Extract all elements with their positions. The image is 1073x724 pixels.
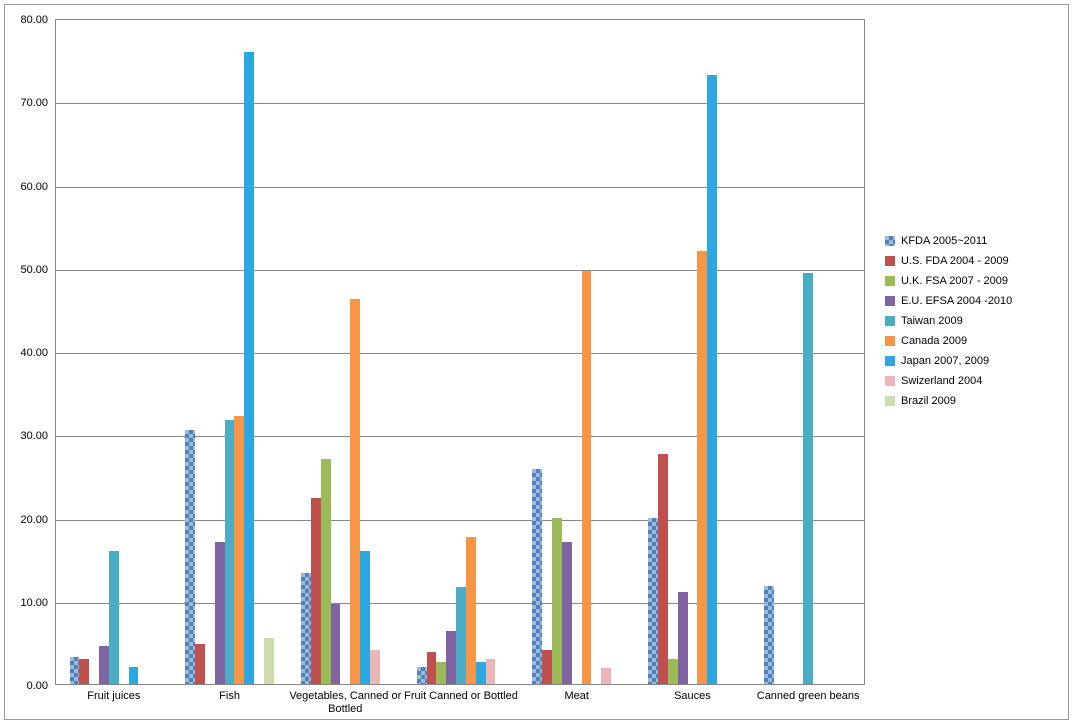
legend-label: Brazil 2009	[901, 395, 956, 407]
y-tick-label: 50.00	[20, 264, 48, 276]
bar	[697, 251, 707, 684]
legend-item: Japan 2007, 2009	[885, 355, 1060, 367]
bar	[185, 430, 195, 684]
legend-swatch	[885, 256, 895, 266]
legend-label: KFDA 2005~2011	[901, 235, 987, 247]
bar	[350, 299, 360, 684]
bar	[436, 662, 446, 684]
legend-swatch	[885, 276, 895, 286]
bar	[129, 667, 139, 684]
bar	[70, 657, 80, 684]
x-category-label: Meat	[519, 690, 635, 703]
legend-label: Taiwan 2009	[901, 315, 963, 327]
legend-item: Brazil 2009	[885, 395, 1060, 407]
legend-swatch	[885, 236, 895, 246]
bar	[234, 416, 244, 684]
x-category-label: Fruit juices	[56, 690, 172, 703]
bar	[803, 273, 813, 684]
bar	[417, 667, 427, 684]
gridline	[56, 270, 864, 271]
legend-swatch	[885, 336, 895, 346]
plot-area: 0.0010.0020.0030.0040.0050.0060.0070.008…	[55, 19, 865, 685]
legend-item: Taiwan 2009	[885, 315, 1060, 327]
bar	[658, 454, 668, 684]
x-category-label: Sauces	[635, 690, 751, 703]
bar	[542, 650, 552, 684]
legend-label: Swizerland 2004	[901, 375, 982, 387]
y-tick-label: 20.00	[20, 514, 48, 526]
bar	[109, 551, 119, 684]
gridline	[56, 353, 864, 354]
bar	[99, 646, 109, 684]
bar	[582, 271, 592, 684]
legend-item: E.U. EFSA 2004 -2010	[885, 295, 1060, 307]
y-tick-label: 60.00	[20, 181, 48, 193]
x-category-label: Fish	[172, 690, 288, 703]
legend-swatch	[885, 376, 895, 386]
legend-item: Swizerland 2004	[885, 375, 1060, 387]
x-category-label: Vegetables, Canned or Bottled	[287, 690, 403, 716]
bar	[370, 650, 380, 684]
chart-frame: 0.00 10.00 20.00 30.00 40.00 50.00 60.00 70.00 8…	[4, 4, 1069, 720]
legend-label: E.U. EFSA 2004 -2010	[901, 295, 1012, 307]
bar	[601, 668, 611, 684]
y-tick-label: 40.00	[20, 347, 48, 359]
y-tick-label: 0.00	[27, 680, 48, 692]
bar	[532, 469, 542, 684]
bar	[562, 542, 572, 684]
bar	[668, 659, 678, 684]
bar	[244, 52, 254, 684]
legend-label: Canada 2009	[901, 335, 967, 347]
x-category-label: Fruit Canned or Bottled	[403, 690, 519, 703]
bar	[321, 459, 331, 684]
gridline	[56, 103, 864, 104]
legend-label: U.S. FDA 2004 - 2009	[901, 255, 1009, 267]
legend-item: KFDA 2005~2011	[885, 235, 1060, 247]
bar	[764, 586, 774, 684]
y-tick-label: 10.00	[20, 597, 48, 609]
legend-item: U.S. FDA 2004 - 2009	[885, 255, 1060, 267]
y-tick-label: 80.00	[20, 14, 48, 26]
bar	[79, 659, 89, 684]
bar	[476, 662, 486, 684]
bar	[678, 592, 688, 684]
legend-swatch	[885, 396, 895, 406]
bar	[552, 518, 562, 685]
bar	[360, 551, 370, 684]
bar	[301, 573, 311, 684]
gridline	[56, 436, 864, 437]
gridline	[56, 520, 864, 521]
legend: KFDA 2005~2011 U.S. FDA 2004 - 2009 U.K. F…	[885, 235, 1060, 415]
bar	[215, 542, 225, 684]
bar	[311, 498, 321, 684]
bar	[331, 604, 341, 684]
legend-swatch	[885, 316, 895, 326]
bar	[648, 518, 658, 685]
legend-swatch	[885, 296, 895, 306]
legend-item: Canada 2009	[885, 335, 1060, 347]
bar	[225, 420, 235, 684]
y-tick-label: 70.00	[20, 97, 48, 109]
legend-swatch	[885, 356, 895, 366]
bar	[446, 631, 456, 684]
bar	[707, 75, 717, 684]
legend-label: U.K. FSA 2007 - 2009	[901, 275, 1008, 287]
y-tick-label: 30.00	[20, 430, 48, 442]
bar	[195, 644, 205, 684]
legend-label: Japan 2007, 2009	[901, 355, 989, 367]
bar	[264, 638, 274, 684]
bar	[466, 537, 476, 684]
bar	[427, 652, 437, 684]
bar	[486, 659, 496, 684]
bar	[456, 587, 466, 684]
gridline	[56, 187, 864, 188]
x-category-label: Canned green beans	[750, 690, 866, 703]
legend-item: U.K. FSA 2007 - 2009	[885, 275, 1060, 287]
